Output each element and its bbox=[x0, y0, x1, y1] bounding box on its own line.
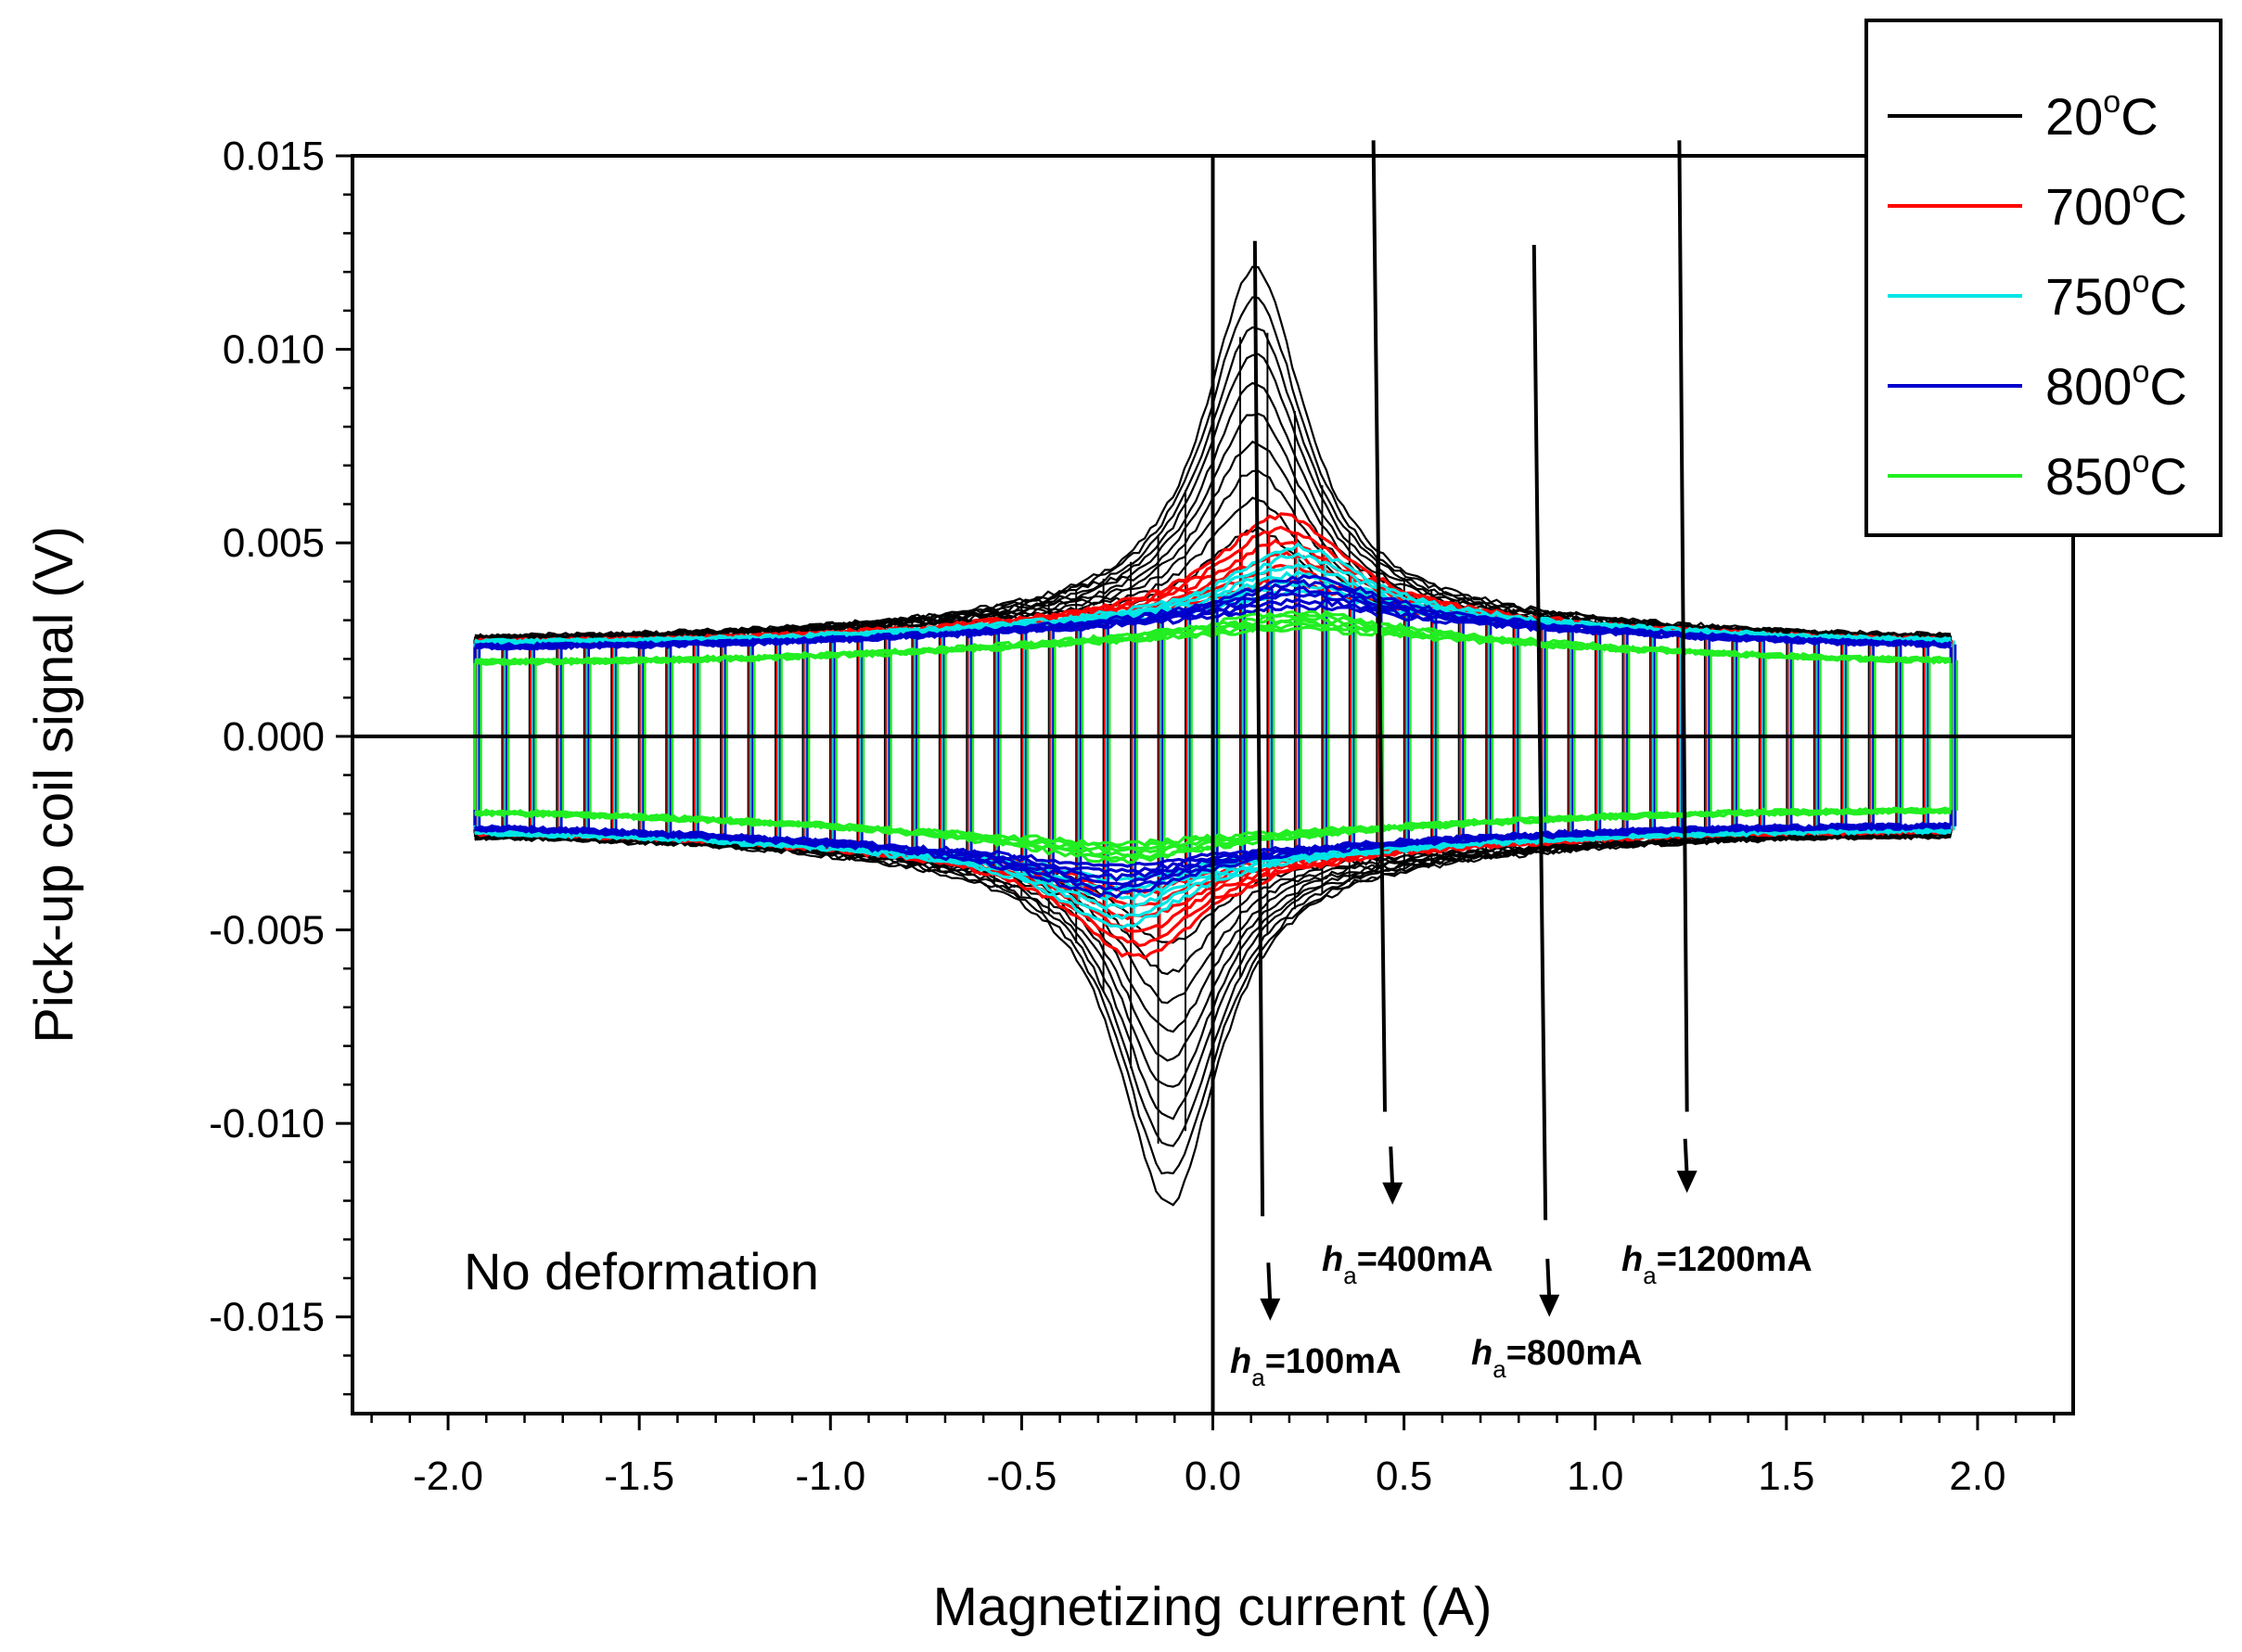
legend-label: 800oC bbox=[2045, 354, 2187, 416]
annotation-subscript: a bbox=[1251, 1364, 1265, 1391]
annotation-guide-line bbox=[1677, 140, 1689, 1112]
annotation-label: ha=1200mA bbox=[1621, 1240, 1813, 1289]
annotation-value: =1200mA bbox=[1657, 1240, 1813, 1279]
legend-temp-value: 700 bbox=[2045, 177, 2132, 236]
annotation-label: ha=400mA bbox=[1322, 1240, 1493, 1289]
annotation-arrowhead bbox=[1382, 1182, 1403, 1205]
legend-degree: o bbox=[2103, 84, 2120, 120]
legend-temp-unit: C bbox=[2149, 357, 2186, 416]
legend-temp-unit: C bbox=[2149, 447, 2186, 506]
y-tick-label: 0.015 bbox=[223, 134, 325, 179]
y-axis-title: Pick-up coil signal (V) bbox=[24, 526, 84, 1044]
legend-temp-unit: C bbox=[2149, 267, 2186, 326]
annotation-subscript: a bbox=[1643, 1261, 1657, 1289]
y-tick-label: -0.015 bbox=[209, 1295, 325, 1340]
legend-temp-value: 850 bbox=[2045, 447, 2132, 506]
x-tick-label: -0.5 bbox=[986, 1454, 1057, 1499]
annotation-arrowhead bbox=[1260, 1298, 1281, 1321]
annotation-arrow-shaft bbox=[1266, 1262, 1273, 1304]
annotation-arrow-shaft bbox=[1389, 1146, 1395, 1188]
x-tick-label: -1.5 bbox=[604, 1454, 674, 1499]
x-tick-label: -2.0 bbox=[413, 1454, 483, 1499]
y-tick-label: -0.005 bbox=[209, 907, 325, 953]
annotation-arrow-shaft bbox=[1545, 1259, 1552, 1300]
annotation-arrowhead bbox=[1676, 1171, 1698, 1194]
legend-degree: o bbox=[2132, 444, 2149, 480]
legend-box bbox=[1864, 19, 2223, 537]
annotation-value: =400mA bbox=[1357, 1240, 1493, 1279]
annotation-ha-3 bbox=[1676, 140, 1698, 1194]
annotation-guide-line bbox=[1531, 244, 1548, 1221]
legend-label: 20oC bbox=[2045, 84, 2159, 146]
annotation-subscript: a bbox=[1493, 1355, 1506, 1383]
annotation-arrowhead bbox=[1539, 1294, 1560, 1317]
annotation-guide-line bbox=[1371, 140, 1387, 1112]
annotation-symbol: h bbox=[1621, 1240, 1643, 1279]
legend-degree: o bbox=[2132, 264, 2149, 300]
y-tick-label: -0.010 bbox=[209, 1101, 325, 1146]
annotation-symbol: h bbox=[1230, 1342, 1251, 1381]
axes-layer: -2.0 -1.5 -1.0 -0.5 0.0 0.5 1.0 1.5 2.0 0.015 0.01… bbox=[209, 134, 2056, 1499]
y-tick-label: 0.010 bbox=[223, 327, 325, 373]
annotation-label: ha=800mA bbox=[1471, 1334, 1643, 1383]
legend-label: 850oC bbox=[2045, 444, 2187, 506]
annotation-ha-2 bbox=[1531, 244, 1560, 1317]
annotation-symbol: h bbox=[1471, 1334, 1493, 1373]
annotation-value: =800mA bbox=[1506, 1334, 1643, 1373]
legend-degree: o bbox=[2132, 354, 2149, 390]
annotation-arrow-shaft bbox=[1683, 1138, 1689, 1177]
legend-temp-value: 20 bbox=[2045, 87, 2103, 146]
legend-temp-value: 750 bbox=[2045, 267, 2132, 326]
legend-temp-value: 800 bbox=[2045, 357, 2132, 416]
x-axis-title: Magnetizing current (A) bbox=[933, 1577, 1493, 1637]
x-tick-label: 0.5 bbox=[1376, 1454, 1432, 1499]
annotation-symbol: h bbox=[1322, 1240, 1343, 1279]
annotation-ha-1 bbox=[1371, 140, 1403, 1205]
no-deformation-note: No deformation bbox=[464, 1242, 819, 1300]
x-tick-label: -1.0 bbox=[795, 1454, 865, 1499]
x-tick-label: 1.5 bbox=[1758, 1454, 1814, 1499]
legend-label: 700oC bbox=[2045, 174, 2187, 236]
y-tick-label: 0.005 bbox=[223, 520, 325, 566]
annotation-ha-0 bbox=[1252, 240, 1281, 1321]
annotation-label: ha=100mA bbox=[1230, 1342, 1402, 1391]
x-tick-label: 2.0 bbox=[1949, 1454, 2005, 1499]
legend-temp-unit: C bbox=[2149, 177, 2186, 236]
y-tick-label: 0.000 bbox=[223, 714, 325, 760]
legend-degree: o bbox=[2132, 174, 2149, 210]
zero-lines bbox=[352, 156, 2073, 1414]
x-tick-label: 1.0 bbox=[1567, 1454, 1623, 1499]
annotation-subscript: a bbox=[1343, 1261, 1357, 1289]
annotation-value: =100mA bbox=[1265, 1342, 1402, 1381]
x-tick-label: 0.0 bbox=[1185, 1454, 1241, 1499]
annotation-guide-line bbox=[1252, 240, 1265, 1217]
legend-temp-unit: C bbox=[2120, 87, 2158, 146]
legend-label: 750oC bbox=[2045, 264, 2187, 326]
